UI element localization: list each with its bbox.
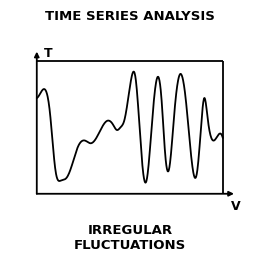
Text: IRREGULAR
FLUCTUATIONS: IRREGULAR FLUCTUATIONS [74,224,186,252]
Text: TIME SERIES ANALYSIS: TIME SERIES ANALYSIS [45,10,215,23]
Text: V: V [231,200,241,213]
Text: T: T [44,46,53,60]
